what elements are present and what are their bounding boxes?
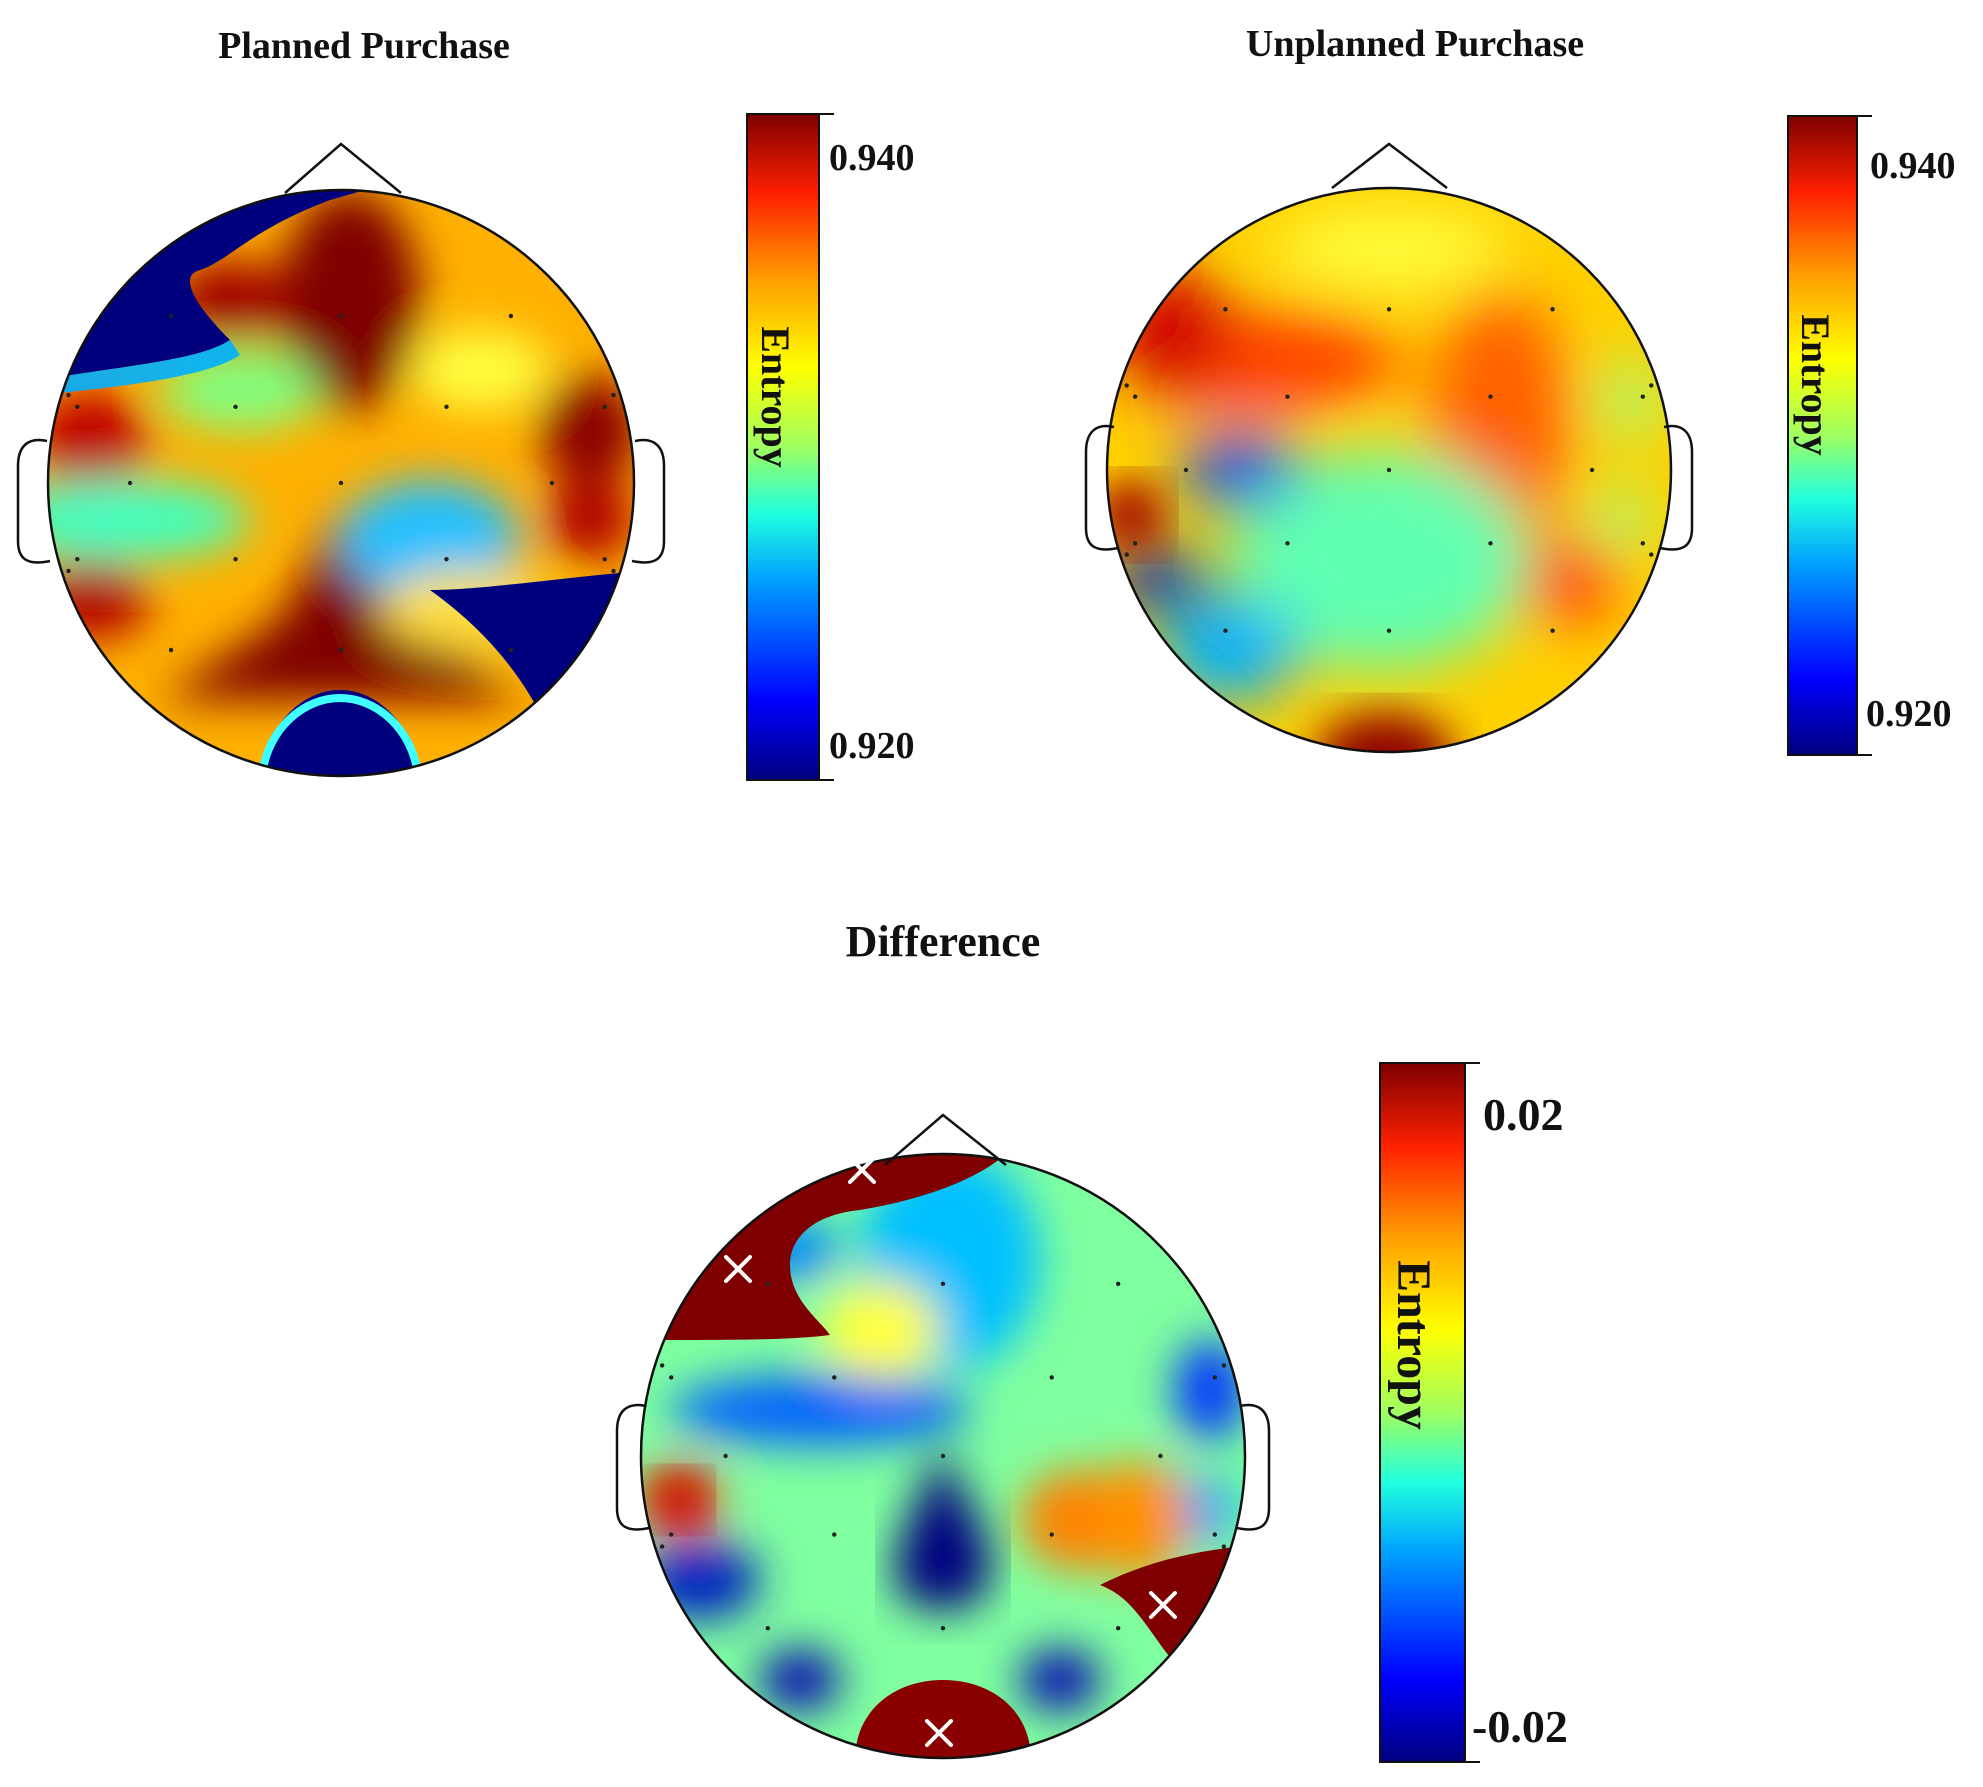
- electrode-dot: [765, 1281, 771, 1287]
- electrode-dot: [1589, 467, 1595, 473]
- electrode-dot: [669, 1532, 674, 1537]
- electrode-dot: [1386, 307, 1392, 312]
- electrode-dot: [1124, 552, 1129, 557]
- electrode-dot: [338, 647, 344, 653]
- electrode-dot: [1221, 1544, 1227, 1549]
- electrode-dot: [1158, 1453, 1163, 1459]
- electrode-dot: [1133, 394, 1138, 399]
- electrode-dot: [611, 392, 616, 398]
- electrode-dot: [832, 1532, 837, 1537]
- panel-unplanned: Unplanned Purchase: [1084, 23, 1956, 756]
- electrode-dot: [611, 568, 616, 574]
- electrode-dot: [1115, 1625, 1121, 1631]
- electrode-dot: [508, 647, 514, 653]
- electrode-dot: [233, 556, 238, 562]
- significant-electrode-marker: [848, 1156, 876, 1184]
- electrode-dot: [602, 556, 607, 562]
- electrode-dot: [832, 1375, 837, 1380]
- electrode-dot: [1212, 1532, 1218, 1537]
- electrode-dot: [659, 1363, 665, 1368]
- electrode-dot: [1115, 1281, 1121, 1287]
- electrode-dot: [508, 313, 514, 319]
- electrode-dot: [1285, 541, 1290, 546]
- electrode-dot: [940, 1281, 946, 1287]
- electrode-dot: [549, 480, 555, 486]
- colorbar-axis-label: Entropy: [1387, 1260, 1440, 1430]
- electrode-dot: [602, 404, 607, 410]
- colorbar-min-label: 0.920: [829, 725, 915, 767]
- electrode-dot: [659, 1544, 665, 1549]
- electrode-dot: [1649, 552, 1654, 557]
- electrode-dot: [1649, 383, 1654, 388]
- electrode-dot: [669, 1375, 674, 1380]
- electrode-dot: [1550, 628, 1555, 633]
- significant-electrode-marker: [925, 1719, 953, 1747]
- electrode-dot: [66, 392, 71, 398]
- electrode-dot: [1221, 1363, 1227, 1368]
- electrode-dot: [1223, 307, 1228, 312]
- colorbar-max-label: 0.02: [1483, 1089, 1564, 1140]
- panel-difference: Difference: [615, 917, 1568, 1763]
- electrode-dot: [940, 1453, 946, 1459]
- colorbar-min-label: 0.920: [1866, 693, 1952, 735]
- electrode-dot: [1212, 1375, 1218, 1380]
- electrode-dot: [1049, 1532, 1054, 1537]
- electrode-dot: [127, 480, 133, 486]
- significant-electrode-marker: [724, 1255, 752, 1283]
- colorbar-planned: 0.940 0.920 Entropy: [746, 113, 915, 781]
- electrode-positions: [66, 307, 1654, 1631]
- electrode-dot: [1550, 307, 1555, 312]
- electrode-dot: [233, 404, 238, 410]
- electrode-dot: [338, 313, 344, 319]
- colorbar-axis-label: Entropy: [753, 326, 798, 468]
- electrode-dot: [1285, 394, 1290, 399]
- electrode-dot: [75, 556, 80, 562]
- electrode-dot: [1640, 394, 1646, 399]
- colorbar-min-label: -0.02: [1472, 1701, 1568, 1752]
- electrode-dot: [1133, 541, 1138, 546]
- colorbar-unplanned: 0.940 0.920 Entropy: [1787, 115, 1956, 756]
- electrode-dot: [1386, 467, 1392, 473]
- electrode-dot: [723, 1453, 728, 1459]
- electrode-dot: [168, 313, 174, 319]
- electrode-dot: [168, 647, 174, 653]
- electrode-dot: [940, 1625, 946, 1631]
- topomap-unplanned: [1084, 142, 1694, 754]
- panel-title-difference: Difference: [846, 917, 1041, 966]
- electrode-dot: [66, 568, 71, 574]
- electrode-dot: [338, 480, 344, 486]
- colorbar-max-label: 0.940: [1870, 145, 1956, 187]
- panel-title-unplanned: Unplanned Purchase: [1246, 23, 1584, 65]
- electrode-dot: [1488, 394, 1493, 399]
- electrode-dot: [1124, 383, 1129, 388]
- colorbar-axis-label: Entropy: [1793, 314, 1838, 456]
- electrode-dot: [1049, 1375, 1054, 1380]
- electrode-dot: [1223, 628, 1228, 633]
- colorbar-difference: 0.02 -0.02 Entropy: [1379, 1062, 1568, 1763]
- electrode-dot: [1488, 541, 1493, 546]
- electrode-dot: [1640, 541, 1646, 546]
- colorbar-max-label: 0.940: [829, 137, 915, 179]
- electrode-dot: [765, 1625, 771, 1631]
- panel-planned: Planned Purchase: [16, 25, 915, 781]
- electrode-dot: [444, 556, 449, 562]
- panel-title-planned: Planned Purchase: [218, 25, 510, 67]
- electrode-dot: [1386, 628, 1392, 633]
- topomap-difference: [615, 1113, 1271, 1760]
- significant-electrode-marker: [1149, 1591, 1177, 1619]
- electrode-dot: [75, 404, 80, 410]
- significant-markers: [724, 1156, 1177, 1747]
- electrode-dot: [1183, 467, 1189, 473]
- electrode-dot: [444, 404, 449, 410]
- topomap-planned: [16, 142, 666, 778]
